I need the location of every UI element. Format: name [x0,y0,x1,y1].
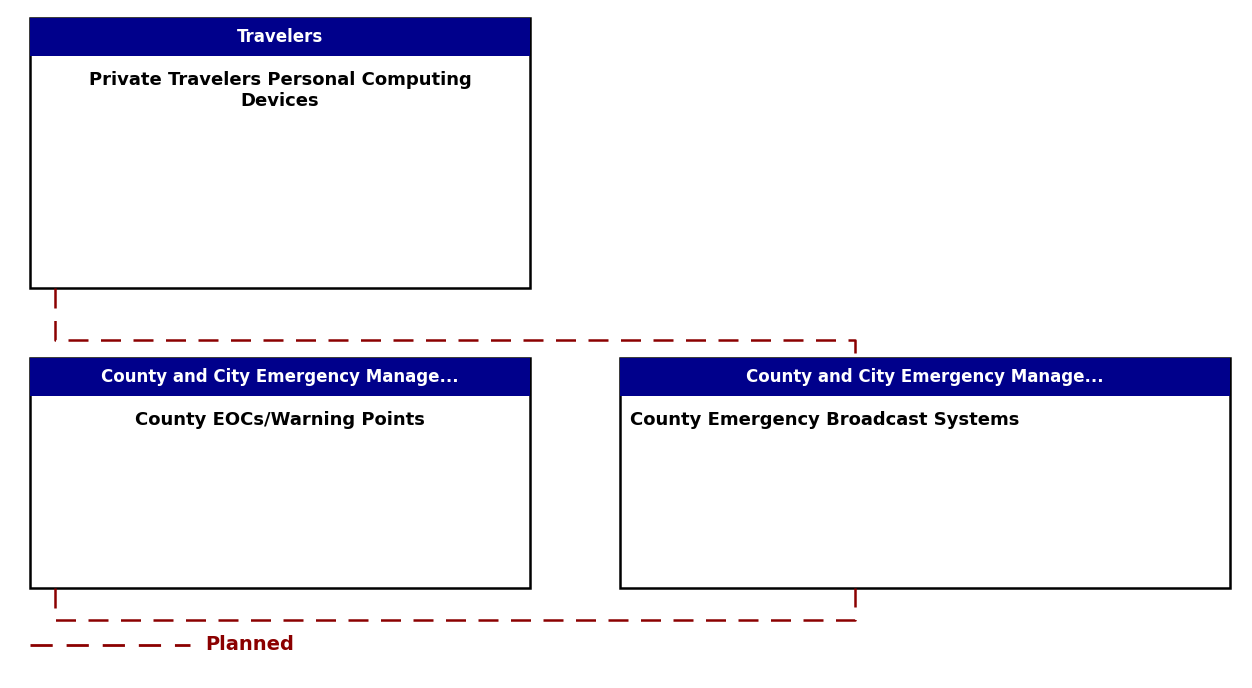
Text: Planned: Planned [205,636,294,654]
Text: Private Travelers Personal Computing
Devices: Private Travelers Personal Computing Dev… [89,71,471,110]
Text: Travelers: Travelers [237,28,323,46]
Text: County and City Emergency Manage...: County and City Emergency Manage... [101,368,458,386]
Text: County EOCs/Warning Points: County EOCs/Warning Points [135,411,424,429]
Bar [30,18,530,56]
Text: County and City Emergency Manage...: County and City Emergency Manage... [746,368,1104,386]
Bar [620,358,1229,588]
Bar [30,358,530,396]
Bar [620,358,1229,396]
Text: County Emergency Broadcast Systems: County Emergency Broadcast Systems [630,411,1019,429]
Bar [30,18,530,288]
Bar [30,358,530,588]
